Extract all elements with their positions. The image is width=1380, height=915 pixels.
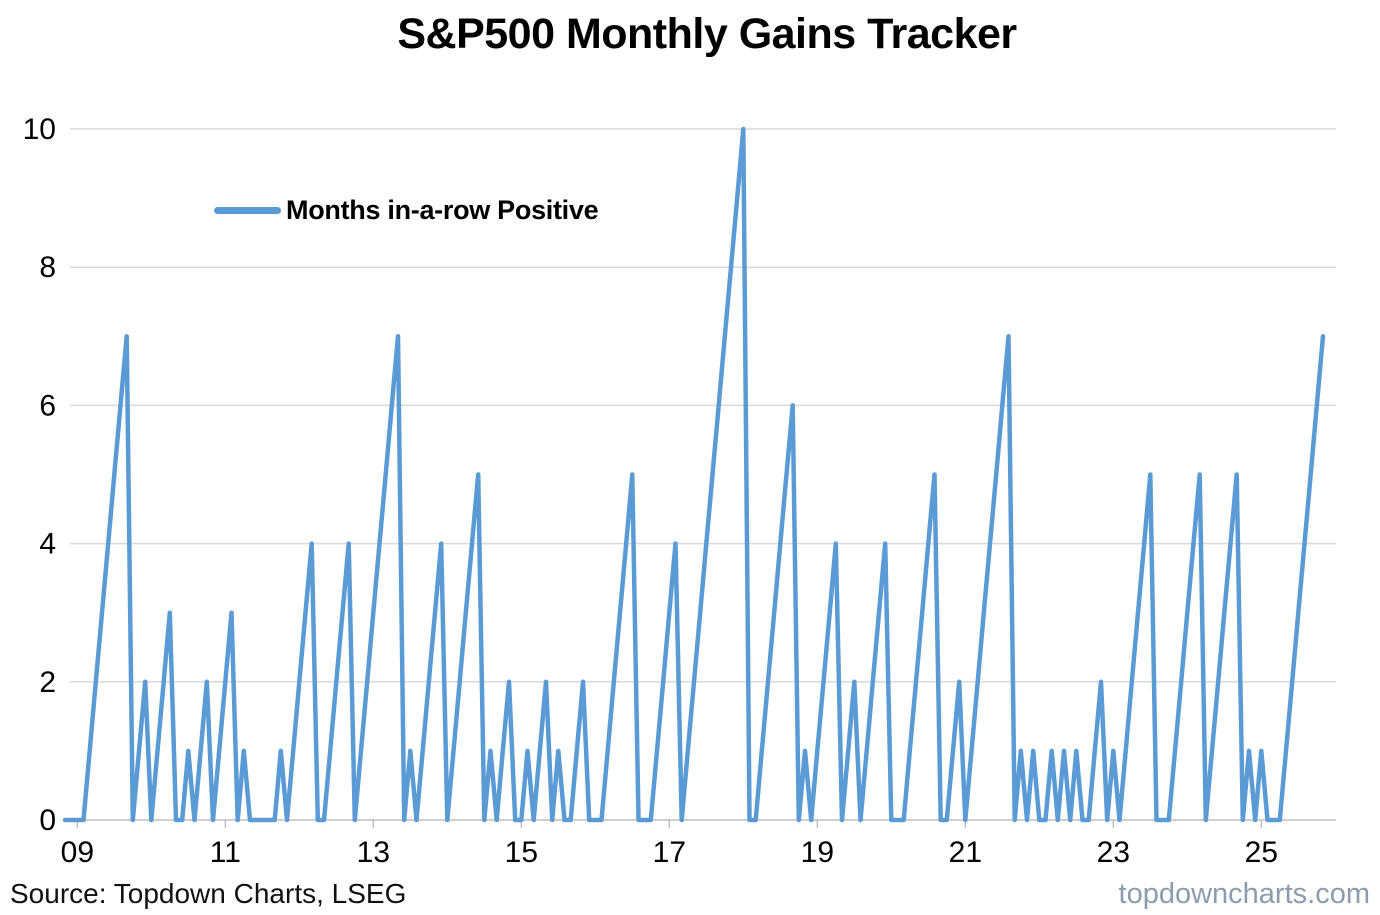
legend: Months in-a-row Positive — [214, 195, 599, 226]
x-tick-label: 17 — [653, 836, 686, 869]
series-line-months-in-a-row-positive — [62, 126, 1326, 823]
x-tick-label: 11 — [210, 836, 241, 869]
y-tick-label-6: 6 — [39, 389, 56, 422]
y-tick-label-10: 10 — [23, 113, 56, 146]
x-tick-label: 09 — [61, 836, 94, 869]
y-tick-label-4: 4 — [39, 528, 56, 561]
x-tick-label: 15 — [505, 836, 538, 869]
y-tick-label-8: 8 — [39, 251, 56, 284]
x-tick-label: 19 — [801, 836, 834, 869]
legend-line-swatch — [214, 207, 281, 214]
x-tick-label: 25 — [1245, 836, 1278, 869]
watermark: topdowncharts.com — [1118, 878, 1370, 910]
x-tick-label: 21 — [949, 836, 982, 869]
legend-label: Months in-a-row Positive — [286, 195, 599, 225]
x-tick-label: 13 — [357, 836, 390, 869]
chart-title: S&P500 Monthly Gains Tracker — [397, 10, 1017, 58]
x-tick-label: 23 — [1097, 836, 1130, 869]
y-tick-label-2: 2 — [39, 666, 56, 699]
y-tick-label-0: 0 — [39, 804, 56, 837]
source-note: Source: Topdown Charts, LSEG — [10, 878, 407, 909]
